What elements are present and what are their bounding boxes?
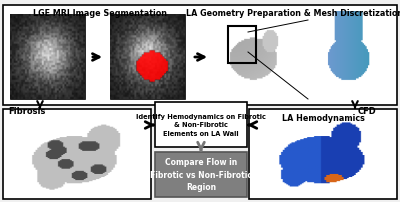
Bar [3, 5, 397, 105]
Text: Compare Flow in
Fibrotic vs Non-Fibrotic
Region: Compare Flow in Fibrotic vs Non-Fibrotic… [150, 158, 252, 192]
Bar [3, 109, 151, 199]
Text: LGE MRI Image Segmentation: LGE MRI Image Segmentation [33, 9, 167, 18]
Text: LA Geometry Preparation & Mesh Discretization: LA Geometry Preparation & Mesh Discretiz… [186, 9, 400, 18]
Text: LA Hemodynamics: LA Hemodynamics [282, 114, 364, 123]
Bar [155, 102, 247, 147]
Text: Identify Hemodynamics on Fibrotic
& Non-Fibrotic
Elements on LA Wall: Identify Hemodynamics on Fibrotic & Non-… [136, 114, 266, 137]
Text: Fibrosis: Fibrosis [8, 107, 45, 116]
Text: CFD: CFD [358, 107, 377, 116]
Bar [10, 14, 85, 99]
Bar [249, 109, 397, 199]
Bar [155, 152, 247, 197]
Bar [110, 14, 185, 99]
